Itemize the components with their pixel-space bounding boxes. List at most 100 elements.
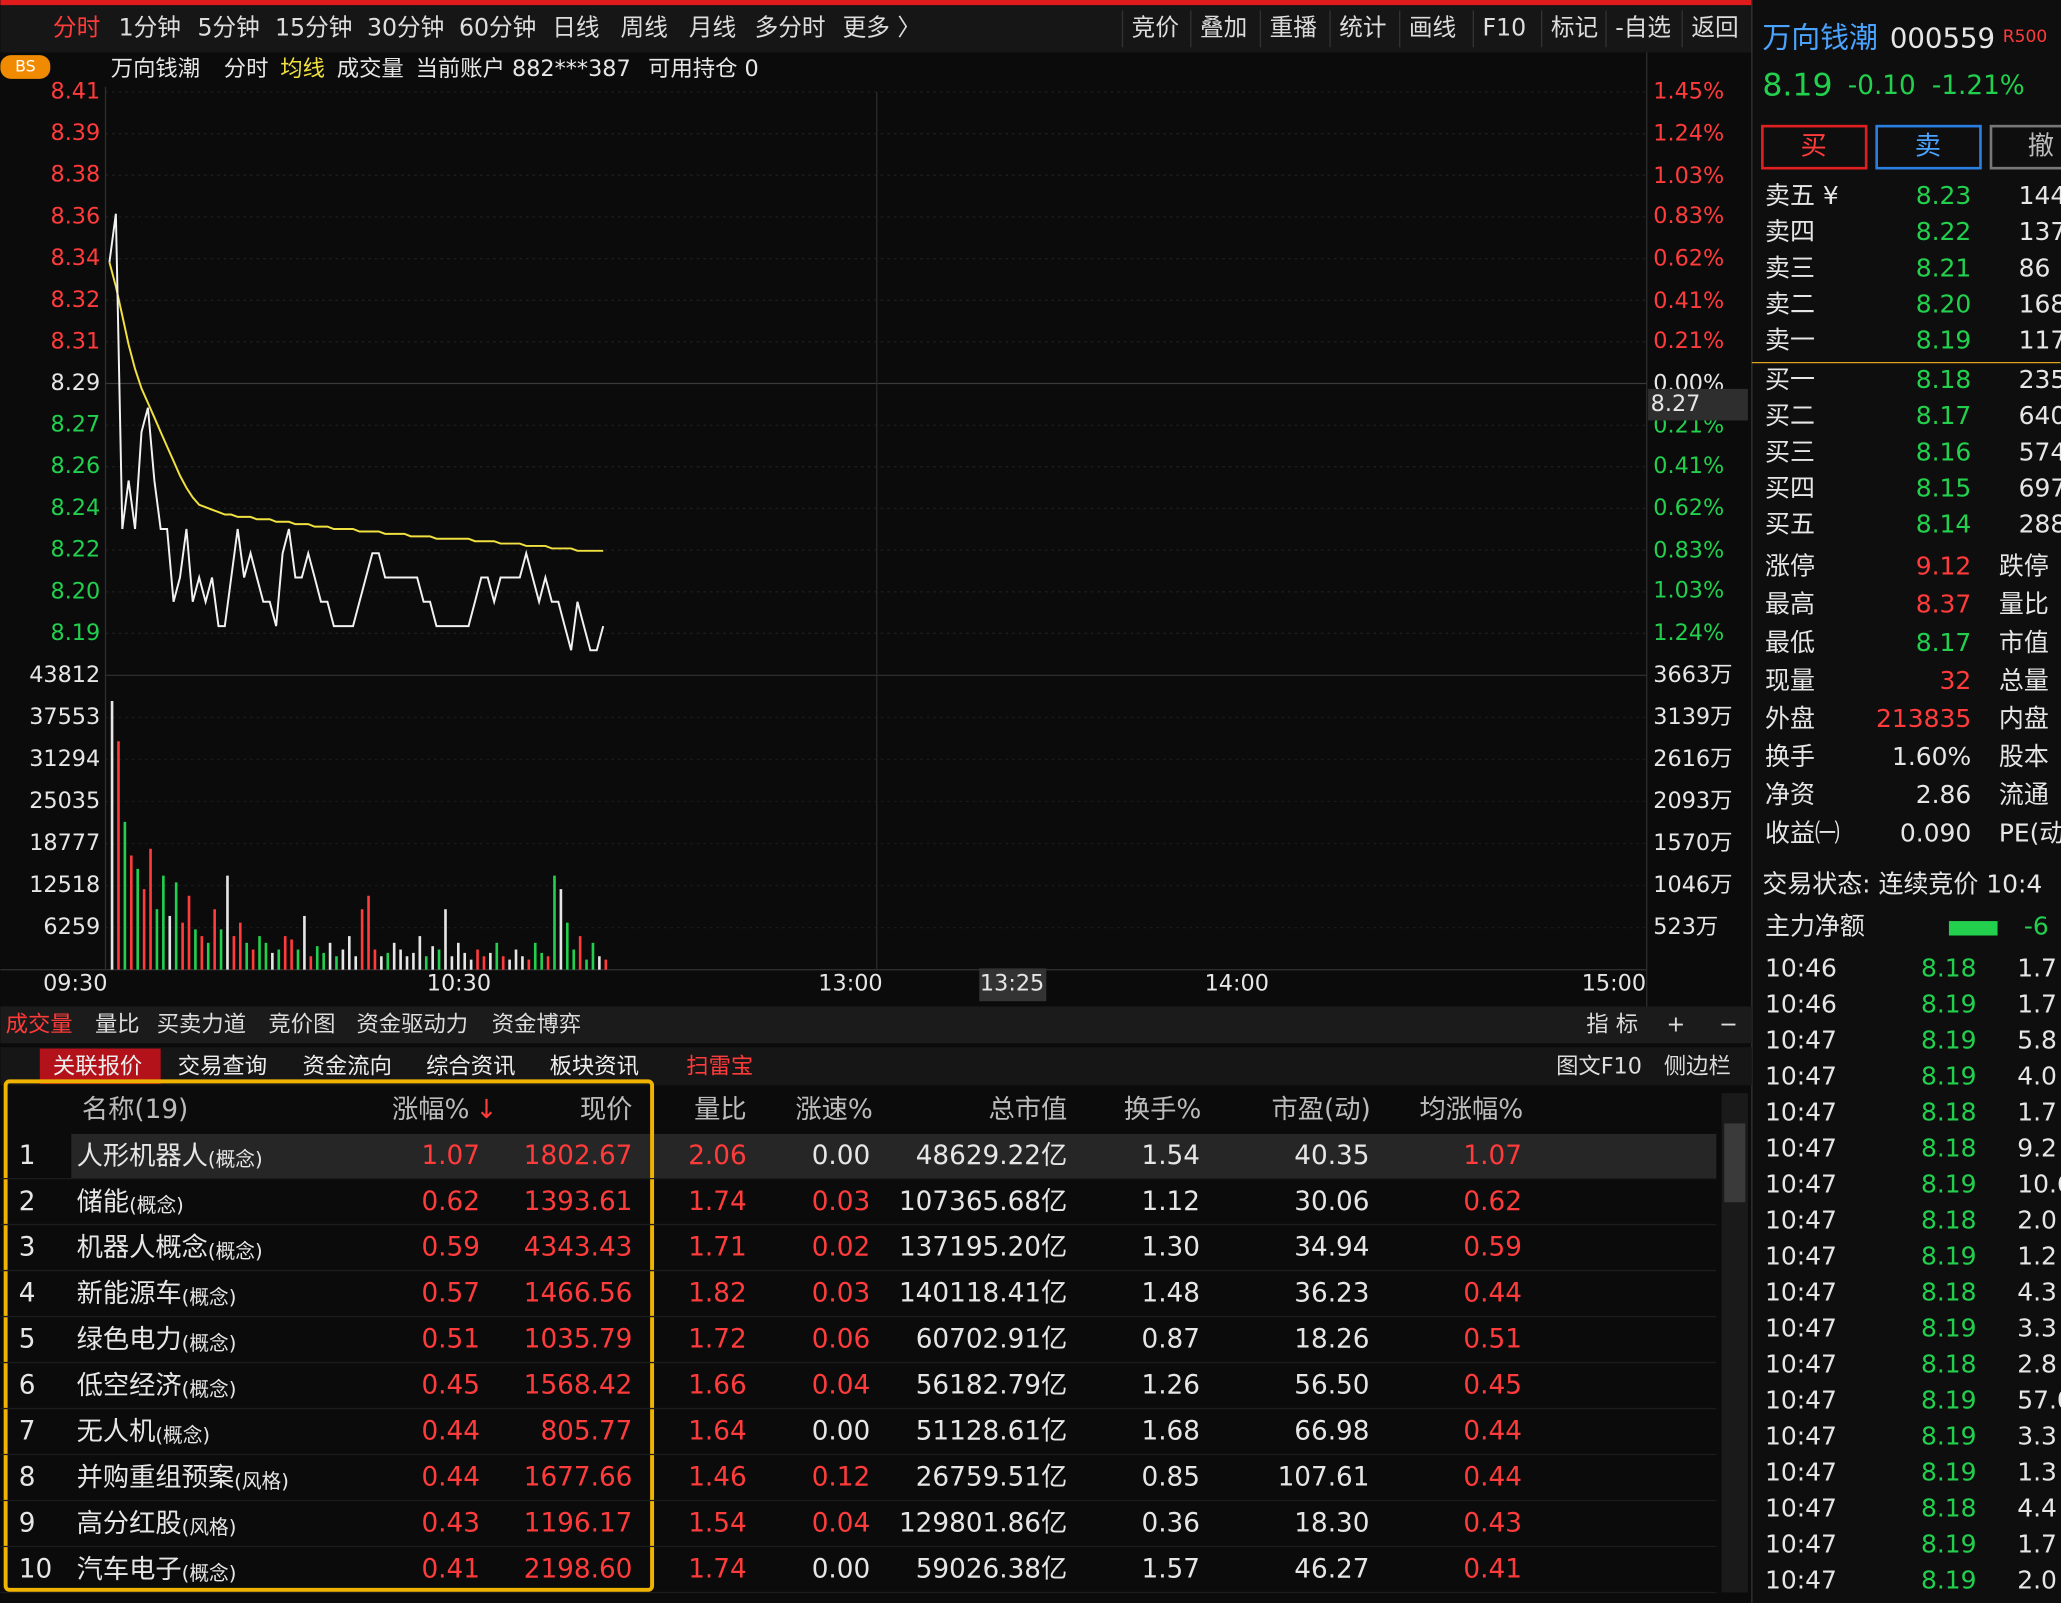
column-header[interactable]: 涨幅%	[392, 1095, 470, 1125]
time-label: 10:30	[427, 971, 491, 997]
indicator-button[interactable]: +	[1666, 1011, 1685, 1037]
period-tab[interactable]: 60分钟	[459, 13, 536, 41]
row-rank: 9	[19, 1509, 36, 1539]
indicator-tab[interactable]: 资金博弈	[492, 1011, 581, 1037]
row-cell: 0.44	[1463, 1279, 1521, 1309]
tool-button[interactable]: -自选	[1615, 13, 1671, 41]
info-tab[interactable]: 关联报价	[53, 1053, 142, 1079]
row-rank: 10	[19, 1555, 52, 1585]
row-cell: 0.85	[1142, 1463, 1200, 1493]
tick-volume: 1.2	[2017, 1242, 2057, 1271]
cancel-button[interactable]	[1989, 124, 2061, 170]
row-name: 新能源车(概念)	[77, 1279, 237, 1309]
info-tab[interactable]: 综合资讯	[426, 1053, 515, 1079]
row-cell: 1802.67	[524, 1141, 633, 1171]
tick-time: 10:47	[1765, 1206, 1837, 1235]
row-cell: 0.04	[812, 1371, 870, 1401]
tick-volume: 1.7	[2017, 1098, 2057, 1127]
period-tab[interactable]: 30分钟	[367, 13, 444, 41]
indicator-tab[interactable]: 成交量	[6, 1011, 73, 1037]
active-subtab-bg	[39, 1048, 161, 1084]
indicator-tab[interactable]: 竞价图	[268, 1011, 335, 1037]
row-cell: 140118.41亿	[899, 1279, 1067, 1309]
row-name-text: 无人机	[77, 1417, 156, 1447]
tick-price: 8.19	[1921, 1530, 1977, 1559]
indicator-tab[interactable]: 买卖力道	[157, 1011, 246, 1037]
indicator-button[interactable]: −	[1719, 1011, 1738, 1037]
row-cell: 1393.61	[524, 1187, 633, 1217]
column-header[interactable]: 量比	[694, 1095, 747, 1125]
tool-button[interactable]: 竞价	[1132, 13, 1179, 41]
column-header[interactable]: 总市值	[988, 1095, 1067, 1125]
column-header[interactable]: 现价	[580, 1095, 633, 1125]
indicator-tab[interactable]: 资金驱动力	[356, 1011, 468, 1037]
row-cell: 0.87	[1142, 1325, 1200, 1355]
tool-button[interactable]: 标记	[1551, 13, 1598, 41]
quote-name: 万向钱潮	[1762, 20, 1878, 54]
row-cell: 1.66	[688, 1371, 746, 1401]
info-tab[interactable]: 扫雷宝	[686, 1053, 753, 1079]
row-cell: 107.61	[1278, 1463, 1370, 1493]
row-cell: 129801.86亿	[899, 1509, 1067, 1539]
period-tab[interactable]: 更多 〉	[843, 13, 921, 41]
tool-button[interactable]: 重播	[1270, 13, 1318, 41]
book-volume: 235	[2019, 365, 2061, 394]
column-header[interactable]: 换手%	[1124, 1095, 1202, 1125]
period-tab[interactable]: 月线	[689, 13, 736, 41]
pct-tick-label: 1.24%	[1653, 620, 1724, 646]
book-label: 买二	[1765, 401, 1815, 430]
tool-button[interactable]: 统计	[1339, 13, 1386, 41]
period-tab[interactable]: 分时	[53, 13, 100, 41]
tick-time: 10:47	[1765, 1566, 1837, 1595]
buy-button[interactable]	[1761, 124, 1868, 170]
panel-button[interactable]: 侧边栏	[1664, 1053, 1731, 1079]
period-tab[interactable]: 15分钟	[275, 13, 352, 41]
row-cell: 0.41	[1463, 1555, 1521, 1585]
period-tab[interactable]: 多分时	[755, 13, 826, 41]
amount-tick-label: 3663万	[1653, 662, 1732, 688]
column-header[interactable]: 市盈(动)	[1272, 1095, 1371, 1125]
info-tab[interactable]: 资金流向	[303, 1053, 392, 1079]
indicator-button[interactable]: 指 标	[1586, 1011, 1638, 1037]
row-name-text: 绿色电力	[77, 1325, 182, 1355]
column-header[interactable]: 均涨幅%	[1419, 1095, 1523, 1125]
book-label: 买四	[1765, 473, 1815, 502]
trade-button[interactable]: 买	[1800, 132, 1826, 162]
tool-button[interactable]: 返回	[1691, 13, 1738, 41]
book-price: 8.18	[1916, 365, 1972, 394]
tick-volume: 2.8	[2017, 1350, 2057, 1379]
tick-volume: 10.6	[2017, 1170, 2061, 1199]
pct-tick-label: 0.83%	[1653, 537, 1724, 563]
volume-tick-label: 37553	[29, 704, 100, 730]
tool-button[interactable]: F10	[1482, 13, 1526, 41]
period-tab[interactable]: 日线	[552, 13, 599, 41]
period-tab[interactable]: 周线	[621, 13, 668, 41]
stat-value: 0.090	[1900, 818, 1971, 847]
row-cell: 60702.91亿	[916, 1325, 1068, 1355]
tool-button[interactable]: 画线	[1409, 13, 1456, 41]
period-tab[interactable]: 1分钟	[119, 13, 181, 41]
trade-button[interactable]: 卖	[1915, 132, 1941, 162]
info-tab[interactable]: 交易查询	[178, 1053, 267, 1079]
period-tab[interactable]: 5分钟	[197, 13, 259, 41]
scroll-thumb[interactable]	[1724, 1123, 1746, 1203]
row-cell: 0.59	[421, 1233, 479, 1263]
quote-tag: R500	[2003, 27, 2047, 47]
row-cell: 1.68	[1142, 1417, 1200, 1447]
panel-button[interactable]: 图文F10	[1556, 1053, 1642, 1079]
stat-label: 最低	[1765, 628, 1815, 657]
price-tick-label: 8.36	[51, 203, 101, 229]
tool-button[interactable]: 叠加	[1200, 13, 1247, 41]
stat-value: 2.86	[1916, 780, 1972, 809]
pct-tick-label: 0.62%	[1653, 246, 1724, 272]
trade-button[interactable]: 撤	[2028, 132, 2054, 162]
tick-price: 8.19	[1921, 1458, 1977, 1487]
indicator-tab[interactable]: 量比	[95, 1011, 140, 1037]
info-tab[interactable]: 板块资讯	[550, 1053, 639, 1079]
column-header[interactable]: 涨速%	[795, 1095, 873, 1125]
pct-tick-label: 1.45%	[1653, 78, 1724, 104]
row-cell: 59026.38亿	[916, 1555, 1068, 1585]
sell-button[interactable]	[1875, 124, 1982, 170]
column-header[interactable]: 名称(19)	[82, 1095, 188, 1125]
tick-time: 10:47	[1765, 1530, 1837, 1559]
